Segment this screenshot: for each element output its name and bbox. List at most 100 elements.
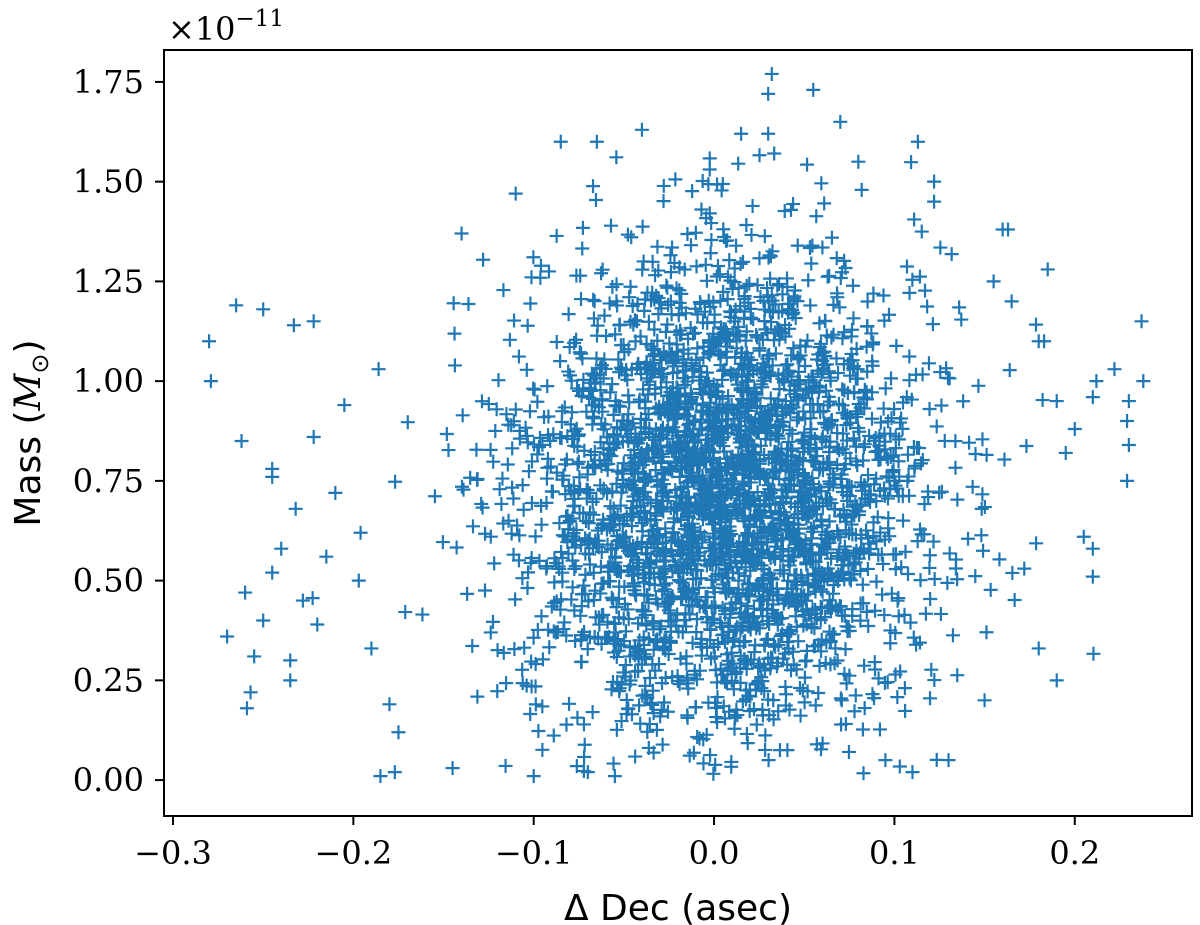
- scatter-point: [707, 549, 722, 564]
- scatter-point: [716, 284, 731, 299]
- scatter-point: [654, 454, 669, 469]
- scatter-point: [848, 371, 863, 386]
- scatter-point: [674, 300, 689, 315]
- scatter-point: [797, 670, 812, 685]
- scatter-point: [561, 522, 576, 537]
- scatter-point: [701, 695, 716, 710]
- scatter-point: [713, 320, 728, 335]
- scatter-point: [660, 424, 675, 439]
- scatter-point: [1031, 334, 1046, 349]
- scatter-point: [703, 622, 718, 637]
- scatter-point: [607, 769, 622, 784]
- scatter-point: [808, 584, 823, 599]
- scatter-point: [398, 605, 413, 620]
- scatter-point: [1040, 262, 1055, 277]
- scatter-point: [454, 479, 469, 494]
- scatter-point: [664, 592, 679, 607]
- scatter-point: [683, 428, 698, 443]
- scatter-point: [913, 573, 928, 588]
- scatter-point: [688, 700, 703, 715]
- x-tick-label: −0.1: [495, 834, 573, 872]
- scatter-point: [638, 454, 653, 469]
- scatter-point: [571, 383, 586, 398]
- scatter-point: [697, 529, 712, 544]
- scatter-point: [814, 336, 829, 351]
- scatter-point: [637, 587, 652, 602]
- scatter-point: [642, 670, 657, 685]
- scatter-point: [865, 687, 880, 702]
- scatter-point: [619, 363, 634, 378]
- scatter-point: [757, 229, 772, 244]
- scatter-point: [539, 561, 554, 576]
- scatter-point: [638, 470, 653, 485]
- scatter-point: [557, 615, 572, 630]
- scatter-point: [851, 396, 866, 411]
- scatter-point: [859, 604, 874, 619]
- scatter-point: [732, 660, 747, 675]
- scatter-point: [679, 649, 694, 664]
- scatter-point: [690, 730, 705, 745]
- scatter-point: [632, 633, 647, 648]
- scatter-point: [651, 307, 666, 322]
- scatter-point: [865, 411, 880, 426]
- scatter-point: [531, 724, 546, 738]
- scatter-point: [817, 196, 832, 211]
- scatter-point: [730, 377, 745, 392]
- y-axis-title-text: Mass (: [8, 410, 49, 526]
- scatter-point: [850, 362, 865, 377]
- scatter-point: [758, 742, 773, 757]
- scatter-point: [526, 630, 541, 645]
- scatter-point: [387, 765, 402, 780]
- scatter-point: [897, 681, 912, 696]
- scatter-point: [635, 262, 650, 277]
- scatter-point: [888, 429, 903, 444]
- scatter-point: [625, 299, 640, 314]
- scatter-point: [621, 612, 636, 627]
- scatter-point: [744, 583, 759, 598]
- scatter-point: [1085, 569, 1100, 584]
- scatter-point: [829, 351, 844, 366]
- scatter-point: [764, 66, 779, 81]
- scatter-point: [528, 529, 543, 544]
- scatter-point: [696, 756, 711, 771]
- scatter-point: [478, 583, 493, 598]
- scatter-point: [530, 394, 545, 409]
- scatter-point: [952, 300, 967, 315]
- scatter-point: [256, 302, 271, 317]
- scatter-point: [898, 544, 913, 559]
- scatter-point: [672, 450, 687, 465]
- scatter-point: [849, 404, 864, 419]
- scatter-point: [753, 519, 768, 534]
- scatter-point: [600, 462, 615, 477]
- scatter-point: [508, 402, 523, 417]
- scatter-point: [612, 684, 627, 699]
- scatter-point: [605, 279, 620, 294]
- scatter-point: [575, 241, 590, 256]
- scatter-point: [740, 654, 755, 669]
- scatter-point: [526, 250, 541, 265]
- scatter-point: [950, 572, 965, 587]
- scatter-point: [781, 464, 796, 479]
- scatter-point: [1029, 536, 1044, 551]
- scatter-point: [699, 727, 714, 742]
- scatter-point: [933, 606, 948, 621]
- scatter-point: [778, 393, 793, 408]
- scatter-point: [512, 528, 527, 543]
- scatter-point: [811, 685, 826, 700]
- scatter-point: [669, 281, 684, 296]
- scatter-point: [842, 354, 857, 369]
- scatter-point: [506, 414, 521, 429]
- scatter-point: [839, 433, 854, 448]
- scatter-point: [623, 279, 638, 294]
- scatter-point: [647, 322, 662, 337]
- scatter-point: [794, 434, 809, 449]
- scatter-point: [791, 364, 806, 379]
- scatter-point: [577, 749, 592, 764]
- scatter-point: [676, 371, 691, 386]
- scatter-point: [768, 428, 783, 443]
- scatter-point: [743, 310, 758, 325]
- scatter-point: [692, 295, 707, 310]
- scatter-point: [815, 429, 830, 444]
- scatter-point: [577, 737, 592, 752]
- scatter-point: [602, 296, 617, 311]
